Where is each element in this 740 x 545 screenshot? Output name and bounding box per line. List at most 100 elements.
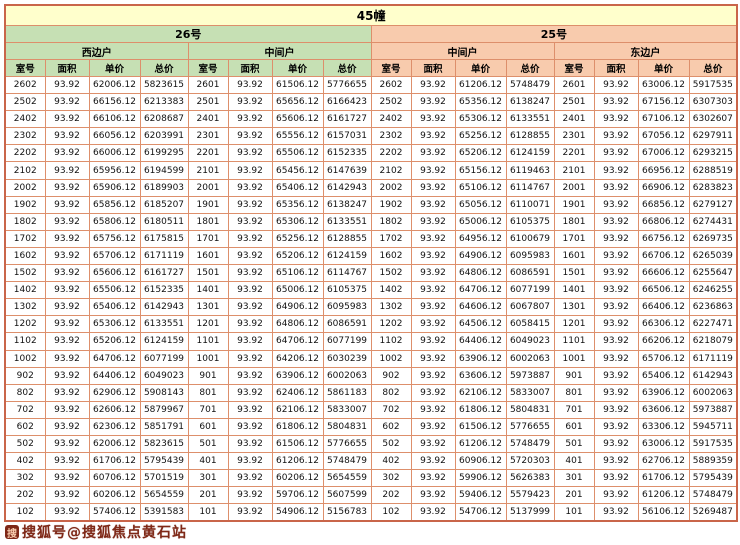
table-row: 1402 93.92 65506.12 6152335 1401 93.92 65006.1… [4,281,738,300]
cell-room-number: 2102 [370,161,412,180]
cell-room-number: 702 [4,400,46,419]
cell-unit-price: 64706.12 [454,281,507,300]
cell-unit-price: 62106.12 [271,400,324,419]
cell-area: 93.92 [410,281,456,300]
cell-area: 93.92 [227,417,273,436]
cell-unit-price: 66406.12 [637,298,690,317]
cell-unit-price: 66606.12 [637,264,690,283]
cell-area: 93.92 [227,452,273,471]
cell-unit-price: 64806.12 [454,264,507,283]
cell-room-number: 402 [4,452,46,471]
cell-room-number: 2301 [553,127,595,146]
cell-area: 93.92 [44,315,90,334]
cell-total-price: 5795439 [139,452,189,471]
cell-unit-price: 65956.12 [88,161,141,180]
cell-area: 93.92 [227,75,273,95]
cell-total-price: 6147639 [322,161,372,180]
cell-area: 93.92 [410,229,456,248]
cell-total-price: 5748479 [688,486,738,505]
cell-area: 93.92 [227,298,273,317]
cell-total-price: 6194599 [139,161,189,180]
cell-total-price: 6269735 [688,229,738,248]
cell-area: 93.92 [593,93,639,112]
cell-room-number: 2101 [187,161,229,180]
cell-area: 93.92 [593,332,639,351]
cell-area: 93.92 [227,469,273,488]
cell-total-price: 5804831 [322,417,372,436]
table-row: 1702 93.92 65756.12 6175815 1701 93.92 65256.1… [4,229,738,248]
cell-area: 93.92 [227,93,273,112]
cell-total-price: 6086591 [322,315,372,334]
cell-unit-price: 65056.12 [454,195,507,214]
cell-area: 93.92 [410,503,456,522]
cell-total-price: 5917535 [688,75,738,95]
cell-room-number: 701 [187,400,229,419]
cell-room-number: 2401 [187,110,229,129]
cell-total-price: 6293215 [688,144,738,163]
cell-unit-price: 67106.12 [637,110,690,129]
unit-type-middle-26: 中间户 [187,42,372,60]
cell-unit-price: 65206.12 [88,332,141,351]
unit-type-middle-25: 中间户 [370,42,555,60]
cell-unit-price: 65306.12 [271,212,324,231]
cell-room-number: 102 [370,503,412,522]
cell-room-number: 401 [553,452,595,471]
cell-unit-price: 61206.12 [637,486,690,505]
cell-area: 93.92 [410,212,456,231]
cell-area: 93.92 [44,178,90,197]
cell-room-number: 1601 [553,246,595,266]
cell-total-price: 6105375 [505,212,555,231]
building-25-header: 25号 [370,25,738,43]
table-row: 602 93.92 62306.12 5851791 601 93.92 61806.12 5… [4,417,738,436]
cell-total-price: 5776655 [322,75,372,95]
cell-total-price: 5156783 [322,503,372,522]
cell-area: 93.92 [227,110,273,129]
cell-room-number: 602 [370,417,412,436]
cell-total-price: 6274431 [688,212,738,231]
cell-total-price: 6171119 [688,349,738,368]
cell-unit-price: 65556.12 [271,127,324,146]
cell-room-number: 1401 [187,281,229,300]
table-body: 2602 93.92 62006.12 5823615 2601 93.92 61506.1… [4,75,738,522]
cell-room-number: 1002 [370,349,412,368]
cell-total-price: 6283823 [688,178,738,197]
cell-unit-price: 54706.12 [454,503,507,522]
cell-unit-price: 60706.12 [88,469,141,488]
cell-unit-price: 62606.12 [88,400,141,419]
cell-area: 93.92 [44,75,90,95]
col-header-room: 室号 [553,59,595,77]
cell-room-number: 2602 [370,75,412,95]
cell-room-number: 102 [4,503,46,522]
cell-unit-price: 61806.12 [271,417,324,436]
cell-total-price: 6161727 [139,264,189,283]
table-row: 1502 93.92 65606.12 6161727 1501 93.92 65106.1… [4,264,738,283]
cell-area: 93.92 [593,469,639,488]
col-header-total-price: 总价 [688,59,738,77]
cell-area: 93.92 [410,93,456,112]
cell-room-number: 201 [553,486,595,505]
cell-area: 93.92 [44,93,90,112]
cell-area: 93.92 [227,229,273,248]
cell-room-number: 501 [187,434,229,454]
cell-unit-price: 65606.12 [271,110,324,129]
cell-area: 93.92 [410,246,456,266]
cell-total-price: 6288519 [688,161,738,180]
cell-area: 93.92 [44,127,90,146]
cell-area: 93.92 [227,246,273,266]
cell-total-price: 5973887 [505,366,555,385]
cell-area: 93.92 [44,144,90,163]
cell-total-price: 6058415 [505,315,555,334]
cell-total-price: 6203991 [139,127,189,146]
cell-area: 93.92 [44,366,90,385]
table-row: 102 93.92 57406.12 5391583 101 93.92 54906.12 5… [4,503,738,522]
col-header-room: 室号 [4,59,46,77]
sohu-logo-icon: 搜 [5,525,19,540]
cell-room-number: 502 [370,434,412,454]
cell-room-number: 2401 [553,110,595,129]
cell-unit-price: 61206.12 [271,452,324,471]
cell-unit-price: 65106.12 [454,178,507,197]
cell-room-number: 801 [553,383,595,402]
cell-room-number: 902 [4,366,46,385]
unit-type-west-26: 西边户 [4,42,189,60]
cell-unit-price: 65406.12 [88,298,141,317]
